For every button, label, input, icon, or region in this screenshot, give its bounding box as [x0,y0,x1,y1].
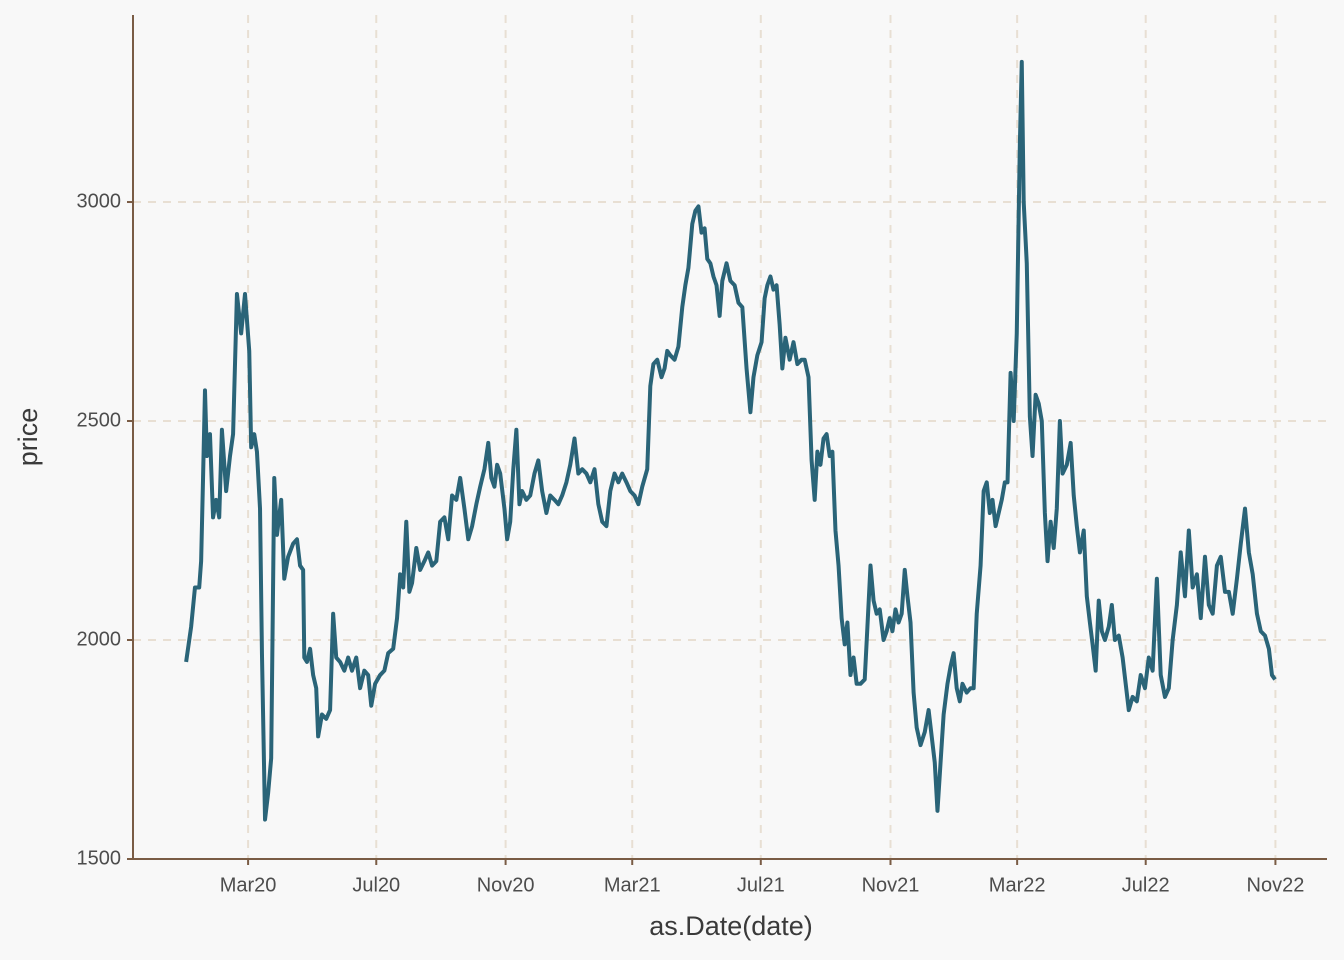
y-tick-label: 2000 [77,628,122,650]
x-tick-label: Nov21 [862,874,920,896]
x-tick-label: Mar21 [604,874,661,896]
x-axis-title: as.Date(date) [649,911,813,941]
x-tick-label: Nov20 [477,874,535,896]
price-line [184,59,1277,822]
x-tick-label: Jul20 [352,874,400,896]
axes: 1500 2000 2500 3000 Mar20 Jul20 Nov20 Mar21 Jul2… [77,190,1305,896]
y-tick-label: 2500 [77,409,122,431]
x-tick-label: Mar22 [989,874,1046,896]
plot-area [184,59,1277,822]
x-tick-label: Mar20 [220,874,277,896]
y-axis-title: price [13,408,43,467]
y-tick-label: 3000 [77,190,122,212]
y-tick-label: 1500 [77,847,122,869]
x-tick-label: Nov22 [1247,874,1305,896]
x-tick-label: Jul22 [1122,874,1170,896]
x-tick-label: Jul21 [737,874,785,896]
